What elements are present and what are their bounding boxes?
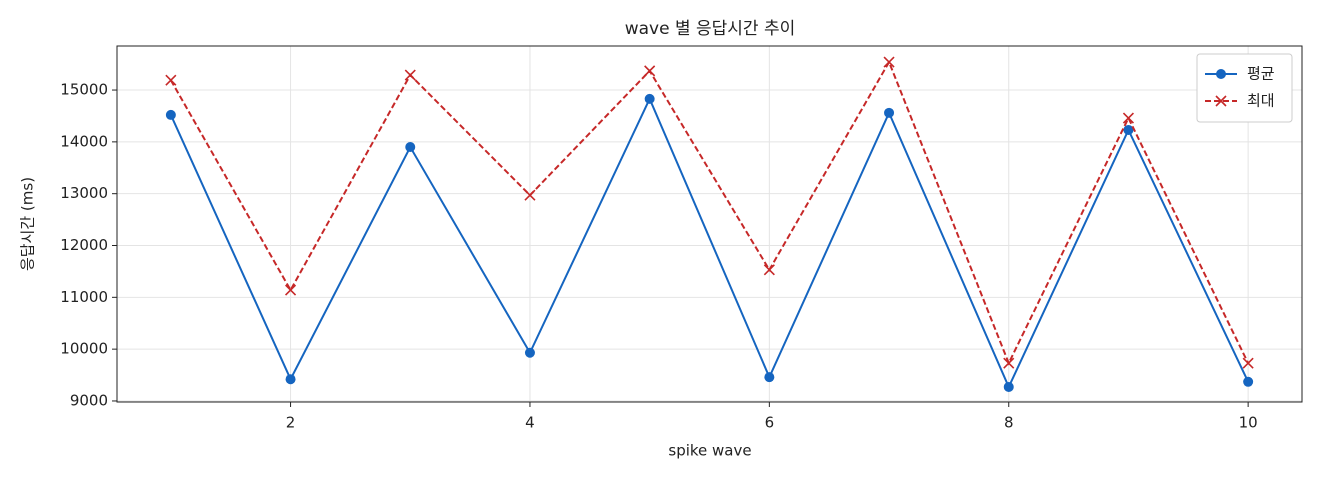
- marker: [284, 284, 297, 296]
- marker: [1242, 357, 1254, 369]
- marker: [763, 264, 775, 276]
- series-line: [169, 96, 1250, 390]
- marker: [524, 347, 535, 358]
- x-axis-label: spike wave: [668, 442, 751, 460]
- marker: [1003, 357, 1015, 369]
- legend-box: [1196, 53, 1293, 123]
- series-line: [169, 59, 1250, 366]
- marker: [405, 142, 416, 153]
- x-tick-label: 10: [1239, 414, 1258, 432]
- x-tick-label: 2: [286, 414, 296, 432]
- marker: [1243, 376, 1254, 387]
- marker: [644, 93, 655, 104]
- marker: [165, 109, 176, 120]
- x-tick-label: 4: [525, 414, 535, 432]
- y-tick-label: 11000: [60, 288, 108, 306]
- plot-frame: [116, 45, 1303, 403]
- marker: [404, 69, 416, 81]
- marker: [524, 189, 536, 201]
- legend-label: 최대: [1247, 92, 1275, 110]
- marker: [1003, 381, 1014, 392]
- marker: [764, 372, 775, 383]
- chart-title: wave 별 응답시간 추이: [625, 19, 796, 39]
- marker: [1122, 112, 1135, 124]
- y-tick-label: 15000: [60, 81, 108, 99]
- y-axis-label: 응답시간 (ms): [19, 177, 37, 271]
- y-tick-label: 10000: [60, 340, 108, 358]
- marker: [884, 107, 895, 118]
- y-tick-label: 12000: [60, 236, 108, 254]
- marker: [1123, 124, 1134, 135]
- x-tick-label: 6: [765, 414, 775, 432]
- x-tick-label: 8: [1004, 414, 1014, 432]
- y-tick-label: 14000: [60, 132, 108, 150]
- legend-marker: [1216, 69, 1226, 79]
- marker: [644, 65, 656, 77]
- legend-label: 평균: [1247, 65, 1275, 83]
- marker: [285, 374, 296, 385]
- y-tick-label: 13000: [60, 184, 108, 202]
- marker: [883, 56, 895, 68]
- marker: [165, 74, 177, 86]
- y-tick-label: 9000: [70, 391, 108, 409]
- legend-marker: [1215, 95, 1227, 107]
